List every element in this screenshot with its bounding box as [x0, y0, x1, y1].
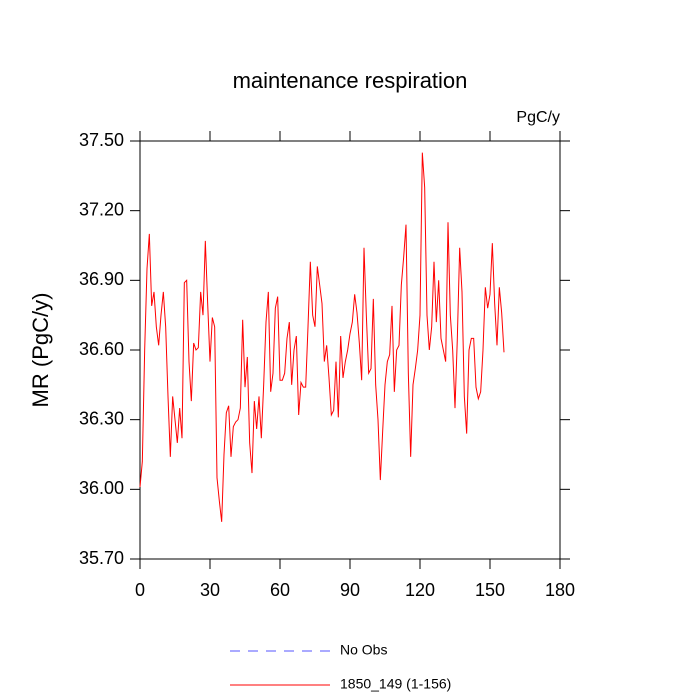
- y-tick-label: 36.60: [79, 339, 124, 359]
- legend-label: No Obs: [340, 642, 387, 658]
- x-tick-label: 180: [545, 580, 575, 600]
- x-tick-label: 30: [200, 580, 220, 600]
- y-tick-label: 37.50: [79, 130, 124, 150]
- y-tick-label: 36.90: [79, 269, 124, 289]
- y-tick-label: 35.70: [79, 548, 124, 568]
- x-tick-label: 150: [475, 580, 505, 600]
- plot-frame: [139, 140, 561, 560]
- series-line: [139, 152, 505, 522]
- y-tick-label: 37.20: [79, 199, 124, 219]
- y-tick-label: 36.00: [79, 478, 124, 498]
- x-tick-label: 90: [340, 580, 360, 600]
- x-tick-label: 120: [405, 580, 435, 600]
- x-tick-label: 60: [270, 580, 290, 600]
- y-tick-label: 36.30: [79, 408, 124, 428]
- units-label: PgC/y: [516, 109, 560, 126]
- y-axis-label: MR (PgC/y): [28, 293, 53, 408]
- legend-label: 1850_149 (1-156): [340, 676, 451, 692]
- x-tick-label: 0: [135, 580, 145, 600]
- chart-title: maintenance respiration: [233, 68, 468, 93]
